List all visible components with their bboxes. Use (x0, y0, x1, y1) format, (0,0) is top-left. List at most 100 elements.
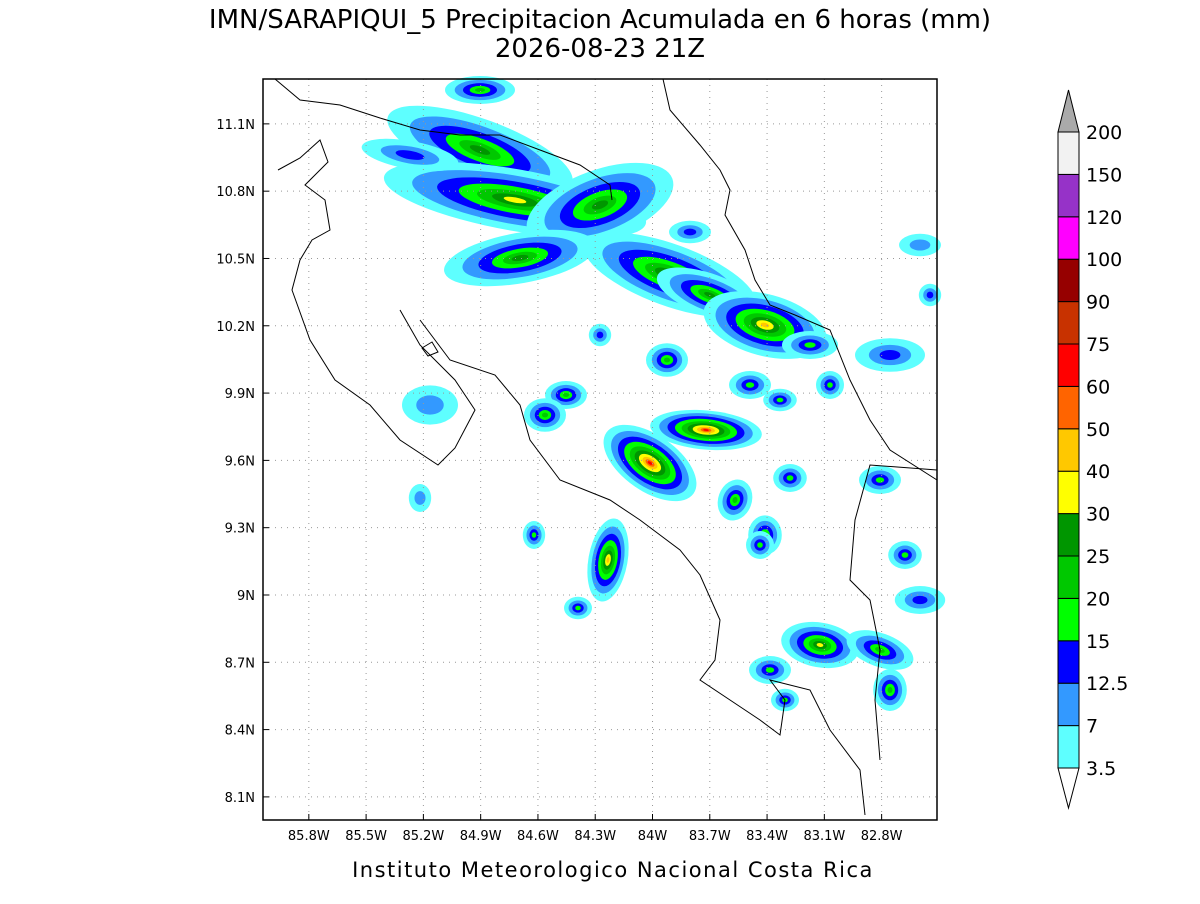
colorbar-box (1057, 343, 1080, 387)
precip-shade (591, 200, 609, 210)
precip-shade (757, 542, 763, 548)
precip-shade (887, 686, 893, 694)
lat-tick-label: 9N (237, 589, 255, 604)
precip-shade (745, 382, 755, 388)
colorbar-label: 12.5 (1086, 673, 1128, 695)
colorbar-label: 150 (1086, 164, 1122, 186)
colorbar-box (1057, 682, 1080, 727)
pacific-coast-south (419, 319, 866, 816)
lat-tick-label: 8.7N (225, 656, 255, 671)
lon-tick-label: 85.5W (345, 829, 387, 844)
precip-shade (926, 291, 934, 299)
colorbar-box (1057, 216, 1080, 260)
colorbar-box (1057, 131, 1080, 175)
colorbar-label: 120 (1086, 207, 1122, 229)
colorbar-label: 60 (1086, 376, 1110, 398)
precip-shade (575, 605, 581, 611)
precip-shade (786, 475, 794, 481)
colorbar-label: 90 (1086, 292, 1110, 314)
precip-shade (901, 552, 909, 558)
colorbar-box (1057, 385, 1080, 430)
lon-tick-label: 82.8W (861, 829, 903, 844)
precip-shade (776, 397, 784, 403)
colorbar-label: 75 (1086, 334, 1110, 356)
colorbar-label: 30 (1086, 504, 1110, 526)
lat-tick-label: 8.4N (225, 724, 255, 739)
lon-tick-label: 83.4W (746, 829, 788, 844)
lat-tick-label: 10.8N (216, 185, 255, 200)
grid (263, 79, 937, 820)
island (421, 341, 439, 357)
colorbar-box (1057, 301, 1080, 345)
colorbar-box (1057, 597, 1080, 642)
precip-shade (827, 382, 833, 388)
colorbar-box (1057, 428, 1080, 472)
pacific-coast (277, 139, 476, 466)
footer: Instituto Meteorologico Nacional Costa R… (352, 858, 874, 882)
precip-shade (531, 532, 537, 538)
precip-shade (732, 497, 738, 503)
precip-shade (596, 331, 604, 339)
lon-tick-label: 84.6W (517, 829, 559, 844)
precip-shade (503, 196, 527, 204)
precip-shade (683, 228, 697, 236)
lon-tick-label: 83.1W (803, 829, 845, 844)
lat-tick-label: 10.2N (216, 320, 255, 335)
colorbar-box (1057, 258, 1080, 303)
colorbar-label: 3.5 (1086, 758, 1116, 780)
lon-tick-label: 85.8W (288, 829, 330, 844)
precip-shade (909, 239, 931, 251)
precip-shade (416, 395, 444, 415)
north-border (274, 78, 613, 201)
precip-shade (469, 145, 491, 155)
colorbar-over (1057, 89, 1080, 133)
precip-shade (912, 595, 928, 605)
subtitle: 2026-08-23 21Z (495, 34, 705, 64)
precip-shade (606, 557, 610, 563)
caribbean-coast (662, 78, 938, 481)
colorbar-label: 200 (1086, 122, 1122, 144)
precip-shade (562, 392, 570, 398)
precip-shade (875, 477, 885, 483)
colorbar-under (1057, 767, 1080, 810)
precip-shade (816, 643, 824, 647)
coastlines (274, 78, 938, 816)
precip-shade (663, 357, 671, 363)
lat-tick-label: 11.1N (216, 118, 255, 133)
lat-tick-label: 9.9N (225, 387, 255, 402)
colorbar-box (1057, 173, 1080, 218)
lon-tick-label: 83.7W (689, 829, 731, 844)
colorbar-box (1057, 640, 1080, 684)
colorbar-box (1057, 470, 1080, 515)
south-border (849, 464, 938, 761)
colorbar-label: 50 (1086, 419, 1110, 441)
precip-shade (511, 254, 529, 262)
precip-shade (879, 350, 901, 360)
colorbar-label: 40 (1086, 461, 1110, 483)
precip-shade (414, 491, 426, 505)
colorbar-label: 15 (1086, 631, 1110, 653)
colorbar-label: 7 (1086, 716, 1098, 738)
colorbar-label: 100 (1086, 249, 1122, 271)
lat-tick-label: 9.6N (225, 454, 255, 469)
precip-shade (395, 150, 425, 160)
lat-tick-label: 10.5N (216, 252, 255, 267)
lon-tick-label: 84.9W (460, 829, 502, 844)
colorbar-box (1057, 555, 1080, 599)
lon-tick-label: 85.2W (402, 829, 444, 844)
colorbar: 3.5 7 12.5 15 20 25 30 40 50 60 75 90 100 120 150 200 (1057, 89, 1128, 810)
precip-shade (804, 342, 816, 348)
colorbar-box (1057, 513, 1080, 557)
lon-tick-label: 84W (638, 829, 668, 844)
lon-tick-label: 84.3W (574, 829, 616, 844)
precip-shade (765, 667, 775, 673)
colorbar-label: 20 (1086, 588, 1110, 610)
title: IMN/SARAPIQUI_5 Precipitacion Acumulada … (209, 5, 991, 35)
precip-shade (541, 412, 549, 418)
colorbar-label: 25 (1086, 546, 1110, 568)
precip-shade (474, 87, 486, 93)
lat-tick-label: 8.1N (225, 791, 255, 806)
lat-tick-label: 9.3N (225, 522, 255, 537)
precip-shade (703, 429, 709, 431)
precip-field (361, 76, 946, 712)
